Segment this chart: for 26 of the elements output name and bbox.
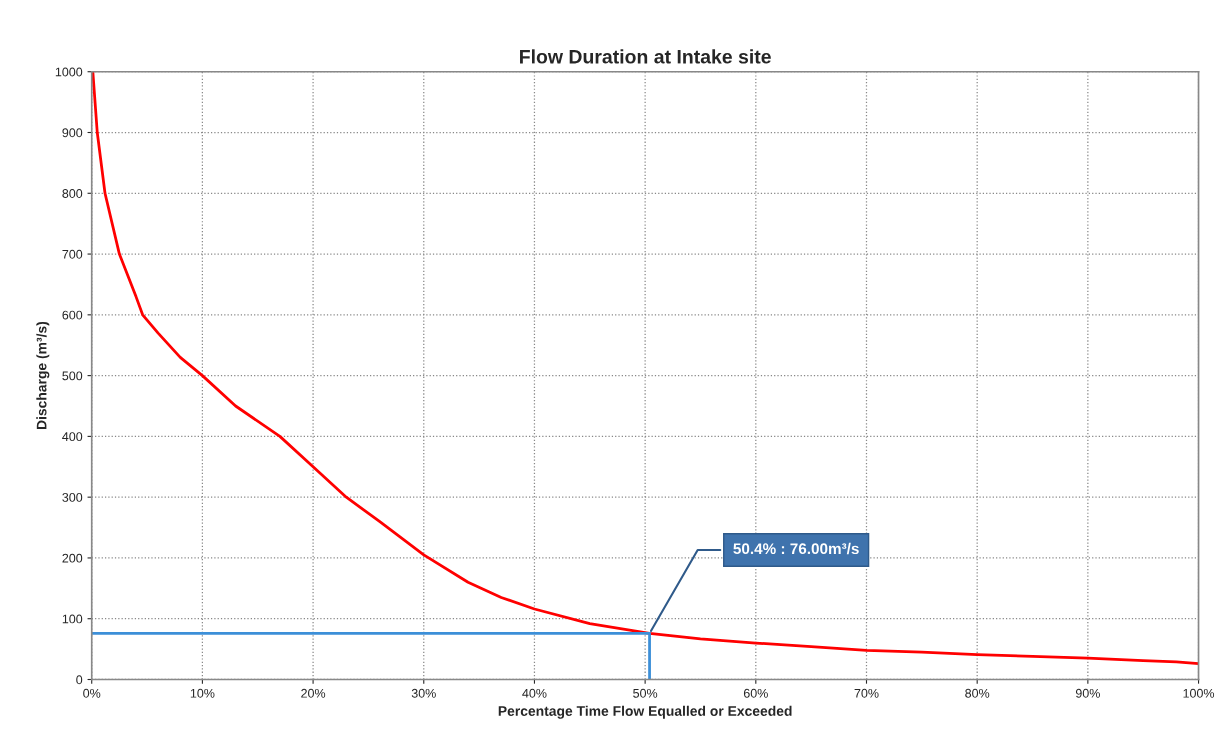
x-tick-label: 10% — [190, 688, 215, 698]
y-tick-label: 500 — [62, 371, 83, 381]
x-axis-title: Percentage Time Flow Equalled or Exceeded — [498, 705, 792, 719]
chart-title: Flow Duration at Intake site — [520, 49, 771, 64]
y-tick-label: 0 — [76, 675, 83, 685]
y-tick-label: 200 — [62, 553, 83, 563]
x-tick-label: 40% — [522, 688, 547, 698]
x-tick-label: 100% — [1183, 688, 1215, 698]
y-tick-label: 400 — [62, 432, 83, 442]
y-tick-label: 700 — [62, 249, 83, 259]
y-tick-label: 300 — [62, 492, 83, 502]
y-tick-label: 600 — [62, 310, 83, 320]
x-tick-label: 60% — [743, 688, 768, 698]
y-tick-label: 900 — [62, 128, 83, 138]
x-tick-label: 80% — [965, 688, 990, 698]
x-tick-label: 20% — [301, 688, 326, 698]
y-tick-label: 1000 — [55, 67, 83, 77]
x-tick-label: 30% — [411, 688, 436, 698]
x-tick-label: 70% — [854, 688, 879, 698]
y-tick-label: 100 — [62, 614, 83, 624]
y-axis-title: Discharge (m³/s) — [36, 321, 50, 430]
x-tick-label: 90% — [1075, 688, 1100, 698]
x-tick-label: 50% — [633, 688, 658, 698]
x-tick-label: 0% — [83, 688, 101, 698]
annotation: 50.4% : 76.00m³/s — [733, 542, 859, 555]
y-tick-label: 800 — [62, 189, 83, 198]
